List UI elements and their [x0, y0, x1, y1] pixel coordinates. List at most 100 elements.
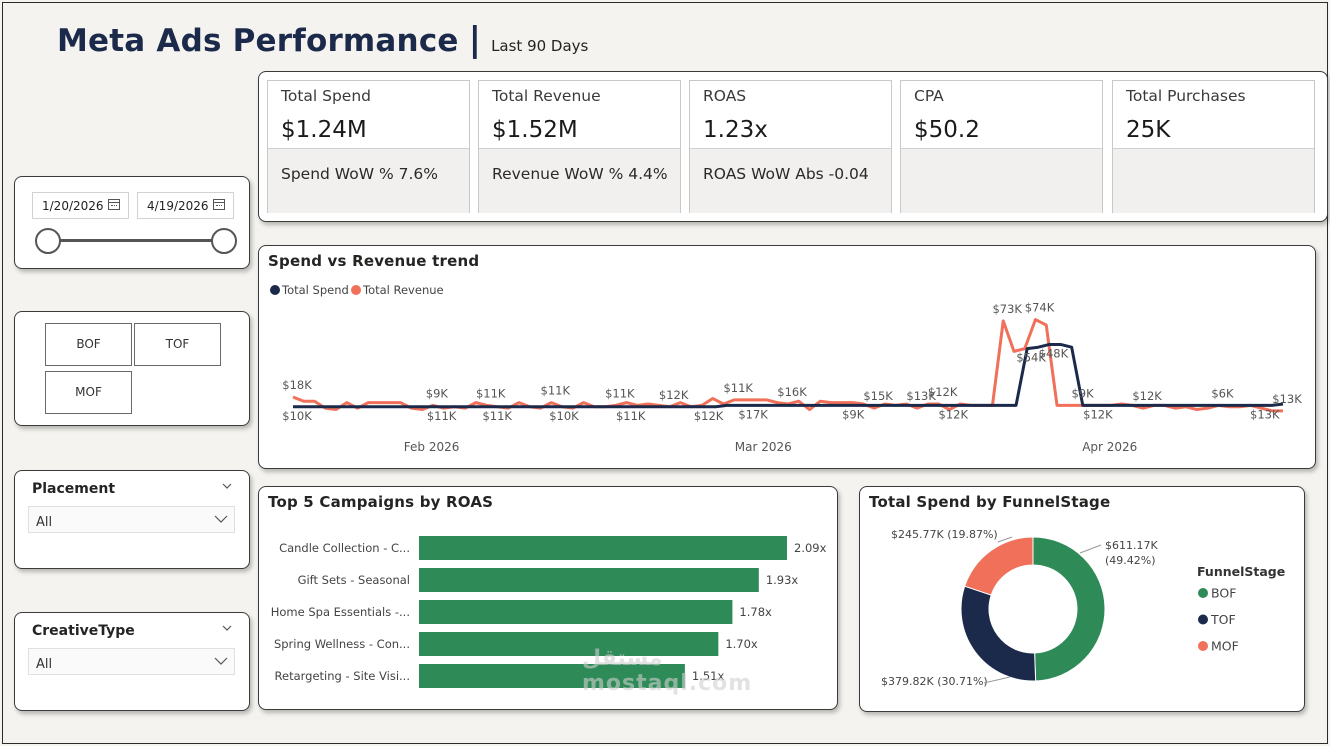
- legend-marker: [1198, 641, 1208, 651]
- legend-label-revenue: Total Revenue: [362, 283, 444, 297]
- spend-data-label: $10K: [282, 409, 312, 423]
- revenue-data-label: $12K: [928, 385, 958, 399]
- spend-data-label: $11K: [616, 409, 646, 423]
- kpi-sub-label: Spend WoW % 7.6%: [281, 165, 438, 183]
- page-title: Meta Ads Performance: [57, 23, 459, 59]
- kpi-value: 25K: [1126, 117, 1171, 143]
- chart-legend: Total Spend Total Revenue: [270, 283, 444, 297]
- funnel-button-bof[interactable]: BOF: [45, 323, 132, 366]
- revenue-data-label: $74K: [1025, 301, 1055, 315]
- kpi-card-cpa[interactable]: CPA $50.2: [900, 80, 1103, 213]
- legend-marker: [1198, 588, 1208, 598]
- bar-category-label: Candle Collection - C...: [279, 541, 410, 555]
- date-slider-track[interactable]: [48, 239, 224, 242]
- donut-slice-bof: [1032, 536, 1106, 682]
- spend-data-label: $11K: [427, 409, 457, 423]
- spend-data-label: $11K: [482, 409, 512, 423]
- x-axis-tick-label: Apr 2026: [1082, 440, 1137, 454]
- kpi-secondary: Revenue WoW % 4.4%: [479, 148, 680, 213]
- kpi-card-total-revenue[interactable]: Total Revenue $1.52M Revenue WoW % 4.4%: [478, 80, 681, 213]
- revenue-data-label: $13K: [1272, 392, 1302, 406]
- spend-data-label: $17K: [738, 407, 768, 421]
- kpi-card-total-purchases[interactable]: Total Purchases 25K: [1112, 80, 1315, 213]
- date-range-slicer: 1/20/2026 4/19/2026: [14, 176, 250, 269]
- funnel-button-tof[interactable]: TOF: [134, 323, 221, 366]
- chart-title: Spend vs Revenue trend: [268, 252, 480, 270]
- bar: [419, 664, 685, 688]
- chart-title: Total Spend by FunnelStage: [869, 493, 1111, 511]
- revenue-data-label: $15K: [863, 389, 893, 403]
- line-chart-svg: Total Spend Total Revenue Feb 2026 Mar 2026…: [270, 283, 1302, 454]
- placement-slicer-title: Placement: [32, 481, 116, 497]
- kpi-label: ROAS: [703, 87, 747, 105]
- bar-category-label: Spring Wellness - Con...: [274, 637, 410, 651]
- kpi-label: Total Spend: [281, 87, 372, 105]
- spend-data-label: $12K: [939, 407, 969, 421]
- placement-slicer: Placement All: [14, 470, 250, 569]
- revenue-data-label: $16K: [777, 385, 807, 399]
- slice-leader-line: [983, 676, 1011, 684]
- chevron-down-icon: [214, 515, 228, 523]
- slice-data-label: (49.42%): [1105, 554, 1156, 567]
- end-date-value: 4/19/2026: [147, 199, 209, 213]
- page-subtitle: Last 90 Days: [491, 37, 589, 55]
- slice-leader-line: [997, 536, 1013, 543]
- kpi-label: Total Revenue: [492, 87, 601, 105]
- spend-vs-revenue-chart[interactable]: Spend vs Revenue trend Total Spend Total …: [258, 245, 1316, 469]
- spend-data-label: $13K: [1250, 407, 1280, 421]
- bar-value-label: 1.78x: [739, 605, 772, 619]
- x-axis-tick-label: Mar 2026: [735, 440, 792, 454]
- kpi-sub-label: ROAS WoW Abs -0.04: [703, 165, 869, 183]
- chevron-down-icon: [214, 657, 228, 665]
- kpi-card-total-spend[interactable]: Total Spend $1.24M Spend WoW % 7.6%: [267, 80, 470, 213]
- kpi-value: 1.23x: [703, 117, 768, 143]
- bar: [419, 600, 733, 624]
- kpi-secondary: ROAS WoW Abs -0.04: [690, 148, 891, 213]
- kpi-panel: Total Spend $1.24M Spend WoW % 7.6% Tota…: [258, 71, 1328, 222]
- funnel-button-mof[interactable]: MOF: [45, 371, 132, 414]
- kpi-secondary: Spend WoW % 7.6%: [268, 148, 469, 213]
- placement-dropdown[interactable]: All: [28, 506, 235, 533]
- donut-chart-svg: $611.17K (49.42%) $379.82K (30.71%) $245.77…: [881, 528, 1285, 688]
- top-campaigns-chart[interactable]: Top 5 Campaigns by ROAS Candle Collectio…: [258, 486, 838, 710]
- kpi-label: CPA: [914, 87, 944, 105]
- title-separator: |: [468, 20, 482, 60]
- slice-data-label: $611.17K: [1105, 539, 1158, 552]
- end-date-input[interactable]: 4/19/2026: [137, 192, 234, 219]
- spend-data-label: $12K: [1083, 407, 1113, 421]
- start-date-value: 1/20/2026: [42, 199, 104, 213]
- date-slider-end-handle[interactable]: [211, 228, 237, 254]
- spend-data-label: $54K: [1016, 351, 1046, 365]
- kpi-label: Total Purchases: [1126, 87, 1246, 105]
- date-slider-start-handle[interactable]: [35, 228, 61, 254]
- donut-slice-tof: [960, 585, 1037, 682]
- revenue-data-label: $11K: [605, 386, 635, 400]
- legend-label: BOF: [1211, 586, 1236, 601]
- bar-chart-svg: Candle Collection - C... 2.09x Gift Sets -…: [271, 536, 827, 688]
- revenue-data-label: $11K: [723, 381, 753, 395]
- bar: [419, 536, 787, 560]
- slice-data-label: $245.77K (19.87%): [891, 528, 998, 541]
- creative-type-slicer-title: CreativeType: [32, 623, 135, 639]
- chevron-down-icon[interactable]: [222, 481, 232, 491]
- calendar-icon[interactable]: [108, 199, 120, 210]
- bar-value-label: 1.93x: [766, 573, 799, 587]
- start-date-input[interactable]: 1/20/2026: [32, 192, 129, 219]
- kpi-sub-label: Revenue WoW % 4.4%: [492, 165, 668, 183]
- bar-value-label: 1.70x: [725, 637, 758, 651]
- chart-title: Top 5 Campaigns by ROAS: [268, 493, 494, 511]
- kpi-secondary: [901, 148, 1102, 213]
- legend-marker-revenue: [351, 285, 361, 295]
- calendar-icon[interactable]: [213, 199, 225, 210]
- kpi-value: $50.2: [914, 117, 980, 143]
- bar: [419, 568, 759, 592]
- kpi-card-roas[interactable]: ROAS 1.23x ROAS WoW Abs -0.04: [689, 80, 892, 213]
- creative-type-dropdown[interactable]: All: [28, 648, 235, 675]
- chevron-down-icon[interactable]: [222, 623, 232, 633]
- placement-selected-value: All: [36, 515, 53, 530]
- revenue-data-label: $9K: [1071, 386, 1094, 400]
- legend-title: FunnelStage: [1197, 564, 1285, 579]
- bar-category-label: Gift Sets - Seasonal: [298, 573, 410, 587]
- bar: [419, 632, 719, 656]
- funnel-spend-chart[interactable]: Total Spend by FunnelStage $611.17K (49.4…: [859, 486, 1305, 712]
